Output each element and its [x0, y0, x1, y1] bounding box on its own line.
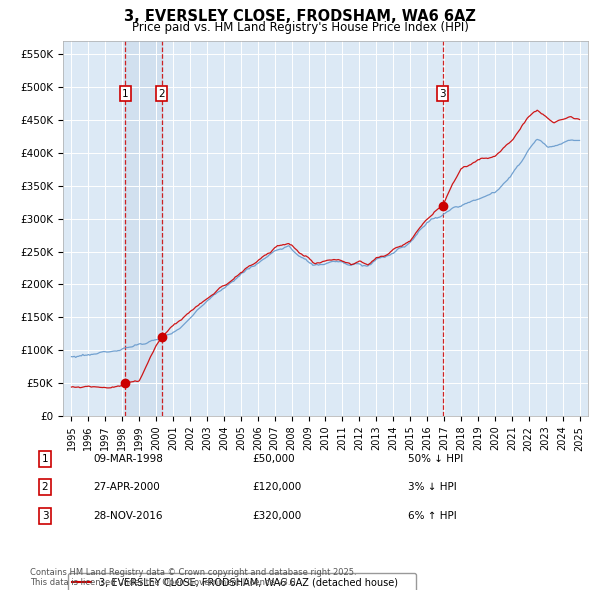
Text: 50% ↓ HPI: 50% ↓ HPI [408, 454, 463, 464]
Text: 3: 3 [439, 89, 446, 99]
Text: 1: 1 [122, 89, 129, 99]
Text: 6% ↑ HPI: 6% ↑ HPI [408, 511, 457, 520]
Legend: 3, EVERSLEY CLOSE, FRODSHAM, WA6 6AZ (detached house), HPI: Average price, detac: 3, EVERSLEY CLOSE, FRODSHAM, WA6 6AZ (de… [68, 573, 416, 590]
Bar [125, 41, 161, 416]
Text: 3, EVERSLEY CLOSE, FRODSHAM, WA6 6AZ: 3, EVERSLEY CLOSE, FRODSHAM, WA6 6AZ [124, 9, 476, 24]
Text: Price paid vs. HM Land Registry's House Price Index (HPI): Price paid vs. HM Land Registry's House … [131, 21, 469, 34]
Text: 2: 2 [41, 483, 49, 492]
Text: £50,000: £50,000 [252, 454, 295, 464]
Text: 09-MAR-1998: 09-MAR-1998 [93, 454, 163, 464]
Text: 3% ↓ HPI: 3% ↓ HPI [408, 483, 457, 492]
Text: 1: 1 [41, 454, 49, 464]
Text: 2: 2 [158, 89, 165, 99]
Text: 27-APR-2000: 27-APR-2000 [93, 483, 160, 492]
Text: Contains HM Land Registry data © Crown copyright and database right 2025.
This d: Contains HM Land Registry data © Crown c… [30, 568, 356, 587]
Text: £320,000: £320,000 [252, 511, 301, 520]
Text: 3: 3 [41, 511, 49, 520]
Text: £120,000: £120,000 [252, 483, 301, 492]
Text: 28-NOV-2016: 28-NOV-2016 [93, 511, 163, 520]
